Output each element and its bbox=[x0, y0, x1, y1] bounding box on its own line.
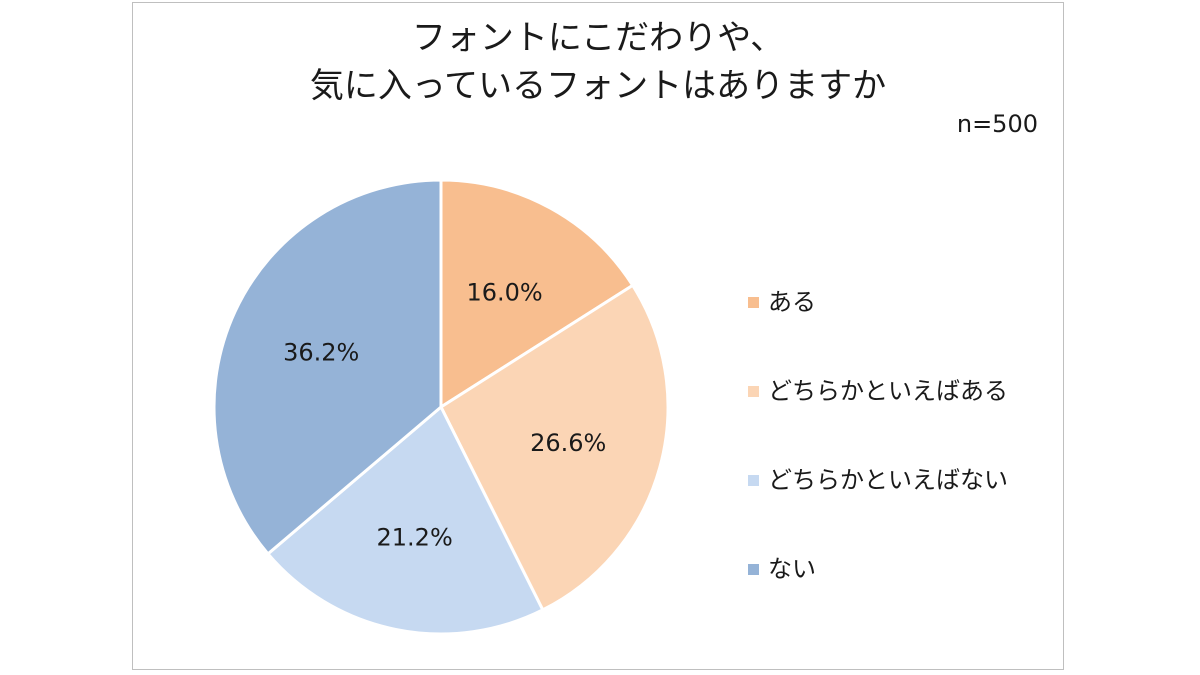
sample-size-label: n=500 bbox=[956, 110, 1038, 138]
legend-swatch-somewhat-nai bbox=[748, 475, 759, 486]
legend-swatch-nai bbox=[748, 564, 759, 575]
legend-swatch-aru bbox=[748, 297, 759, 308]
pie-slice-somewhat-nai bbox=[266, 405, 545, 636]
legend-label-somewhat-nai: どちらかといえばない bbox=[768, 466, 1008, 494]
legend-item-nai: ない bbox=[748, 553, 1008, 642]
pie-slice-aru bbox=[439, 178, 635, 409]
chart-title-line-2: 気に入っているフォントはありますか bbox=[309, 66, 887, 106]
legend-swatch-somewhat-aru bbox=[748, 386, 759, 397]
legend-label-somewhat-aru: どちらかといえばある bbox=[768, 377, 1008, 405]
slice-label-somewhat-nai: 21.2% bbox=[377, 523, 453, 551]
legend-item-aru: ある bbox=[748, 286, 1008, 375]
chart-title-line-1: フォントにこだわりや、 bbox=[411, 18, 785, 58]
pie-slice-nai bbox=[212, 178, 443, 556]
legend-item-somewhat-aru: どちらかといえばある bbox=[748, 375, 1008, 464]
slice-label-aru: 16.0% bbox=[466, 278, 542, 306]
pie-slice-somewhat-aru bbox=[439, 283, 670, 612]
legend: ある どちらかといえばある どちらかといえばない ない bbox=[748, 286, 1008, 642]
legend-label-aru: ある bbox=[768, 288, 816, 316]
legend-label-nai: ない bbox=[768, 555, 816, 583]
slice-label-nai: 36.2% bbox=[283, 339, 359, 367]
slice-label-somewhat-aru: 26.6% bbox=[530, 429, 606, 457]
legend-item-somewhat-nai: どちらかといえばない bbox=[748, 464, 1008, 553]
chart-title: フォントにこだわりや、 気に入っているフォントはありますか bbox=[132, 14, 1064, 110]
